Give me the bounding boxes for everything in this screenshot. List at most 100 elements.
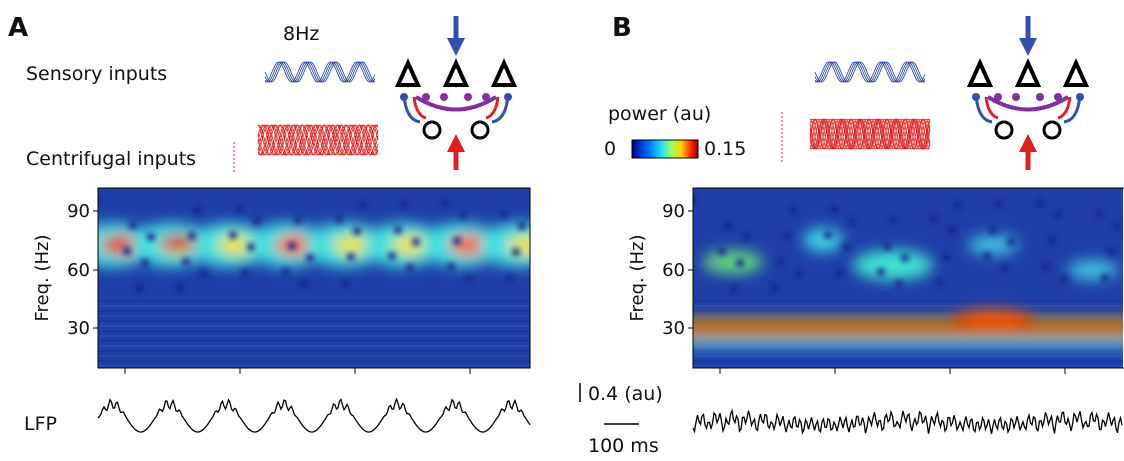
blob	[968, 235, 1018, 255]
dot	[447, 263, 455, 271]
dot	[1001, 264, 1009, 272]
dot	[465, 275, 473, 283]
dot	[930, 215, 938, 223]
synapse	[464, 93, 472, 101]
dot	[848, 217, 856, 225]
input-wave	[809, 118, 931, 150]
band	[98, 335, 530, 337]
synapse	[422, 93, 430, 101]
colorbar-min: 0	[604, 138, 616, 160]
dot	[1095, 210, 1103, 218]
dot	[518, 222, 526, 230]
dot	[836, 269, 844, 277]
dot	[995, 200, 1003, 208]
panel-label: B	[612, 13, 632, 43]
dot	[936, 279, 944, 287]
input-wave	[257, 124, 379, 156]
synapse	[1076, 93, 1084, 101]
dot	[1007, 238, 1015, 246]
band	[98, 355, 530, 357]
colorbar-title: power (au)	[608, 103, 711, 125]
y-tick-label: 90	[662, 201, 685, 222]
dot	[282, 268, 290, 276]
dot	[771, 284, 779, 292]
spectrogram-bg	[98, 188, 530, 368]
connection	[1057, 96, 1072, 120]
connection	[412, 96, 427, 120]
dot	[989, 226, 997, 234]
dot	[730, 285, 738, 293]
dot	[306, 254, 314, 262]
dot	[141, 259, 149, 267]
synapse	[994, 93, 1002, 101]
dot	[500, 210, 508, 218]
lfp-trace	[692, 408, 1123, 436]
dot	[300, 280, 308, 288]
band	[693, 315, 1123, 317]
band	[693, 365, 1123, 367]
dot	[412, 238, 420, 246]
blob	[953, 310, 1033, 326]
dot	[795, 270, 803, 278]
band	[98, 310, 530, 312]
band	[693, 310, 1123, 312]
dot	[200, 270, 208, 278]
dot	[512, 248, 520, 256]
dot	[1054, 211, 1062, 219]
dot	[783, 232, 791, 240]
dot	[147, 233, 155, 241]
blob	[803, 228, 843, 252]
band	[693, 360, 1123, 362]
input-wave	[257, 124, 379, 156]
synapse	[972, 93, 980, 101]
dot	[724, 221, 732, 229]
dot	[294, 216, 302, 224]
neuron	[394, 58, 422, 87]
dot	[135, 285, 143, 293]
band	[98, 350, 530, 352]
dot	[842, 243, 850, 251]
spectrogram	[693, 188, 1123, 368]
circuit	[394, 16, 518, 170]
dot	[400, 200, 408, 208]
dot	[176, 284, 184, 292]
band	[693, 300, 1123, 302]
spectrogram	[98, 188, 530, 368]
blobs	[693, 228, 1123, 348]
dot	[394, 226, 402, 234]
band	[693, 305, 1123, 307]
colorbar	[631, 139, 699, 159]
dot	[1036, 199, 1044, 207]
input-wave	[257, 124, 379, 156]
band	[98, 340, 530, 342]
dot	[954, 201, 962, 209]
panel-label: A	[8, 13, 28, 43]
dot	[98, 196, 102, 204]
dot	[388, 252, 396, 260]
blob	[479, 223, 530, 267]
synapse	[504, 93, 512, 101]
dot	[406, 264, 414, 272]
y-tick-label: 30	[662, 318, 685, 339]
lfp-trace	[97, 397, 531, 433]
dot	[830, 205, 838, 213]
interneuron	[994, 120, 1014, 140]
time-scale: 100 ms	[588, 435, 659, 457]
centrifugal-label: Centrifugal inputs	[26, 148, 196, 170]
dot	[1048, 237, 1056, 245]
colorbar-max: 0.15	[704, 138, 746, 160]
dot	[1107, 248, 1115, 256]
band	[98, 320, 530, 322]
dot	[335, 215, 343, 223]
synapse	[400, 93, 408, 101]
dot	[736, 259, 744, 267]
dot	[789, 206, 797, 214]
interneuron	[422, 120, 442, 140]
y-tick-label: 60	[67, 260, 90, 281]
band	[98, 305, 530, 307]
dot	[1101, 274, 1109, 282]
sensory-label: Sensory inputs	[26, 63, 167, 85]
input-wave	[809, 118, 931, 150]
frame	[692, 187, 1124, 369]
input-wave	[265, 61, 376, 83]
